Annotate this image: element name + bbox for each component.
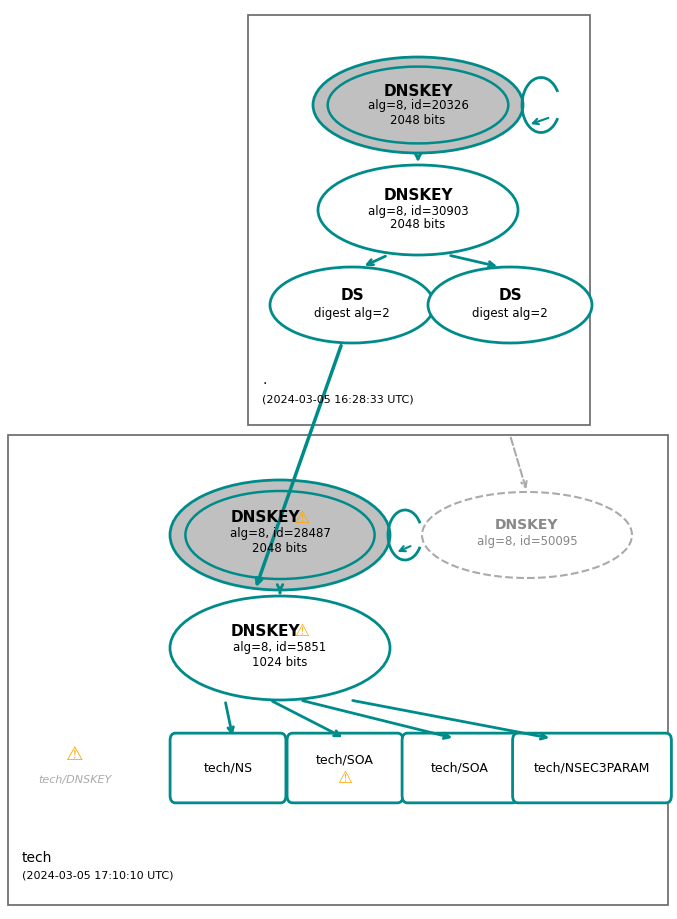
Ellipse shape: [422, 492, 632, 578]
Text: DNSKEY: DNSKEY: [230, 623, 300, 639]
Ellipse shape: [270, 267, 434, 343]
Text: alg=8, id=50095: alg=8, id=50095: [477, 536, 577, 549]
Text: 2048 bits: 2048 bits: [253, 542, 307, 555]
Text: ⚠: ⚠: [294, 509, 309, 527]
Ellipse shape: [170, 596, 390, 700]
FancyBboxPatch shape: [248, 15, 590, 425]
Text: (2024-03-05 16:28:33 UTC): (2024-03-05 16:28:33 UTC): [262, 395, 414, 405]
Text: tech/NS: tech/NS: [203, 762, 253, 775]
Text: DNSKEY: DNSKEY: [496, 518, 559, 532]
Text: 2048 bits: 2048 bits: [391, 219, 445, 232]
Text: tech/SOA: tech/SOA: [316, 754, 374, 766]
Text: tech: tech: [22, 851, 52, 865]
Text: tech/NSEC3PARAM: tech/NSEC3PARAM: [533, 762, 650, 775]
Text: ⚠: ⚠: [66, 745, 84, 765]
FancyBboxPatch shape: [170, 733, 286, 803]
FancyBboxPatch shape: [8, 435, 668, 905]
Ellipse shape: [170, 480, 390, 590]
Text: ⚠: ⚠: [294, 622, 309, 640]
FancyBboxPatch shape: [402, 733, 518, 803]
FancyBboxPatch shape: [512, 733, 672, 803]
Text: DS: DS: [498, 288, 522, 302]
Text: .: .: [262, 373, 266, 387]
Ellipse shape: [318, 165, 518, 255]
Ellipse shape: [428, 267, 592, 343]
Text: digest alg=2: digest alg=2: [472, 307, 548, 320]
Text: DNSKEY: DNSKEY: [230, 510, 300, 526]
Text: digest alg=2: digest alg=2: [314, 307, 390, 320]
Text: DNSKEY: DNSKEY: [383, 84, 453, 98]
Text: alg=8, id=5851: alg=8, id=5851: [234, 641, 326, 653]
Text: (2024-03-05 17:10:10 UTC): (2024-03-05 17:10:10 UTC): [22, 871, 173, 881]
Text: tech/SOA: tech/SOA: [431, 762, 489, 775]
Text: DS: DS: [340, 288, 364, 302]
Text: tech/DNSKEY: tech/DNSKEY: [39, 775, 112, 785]
Text: 2048 bits: 2048 bits: [391, 114, 445, 127]
Text: alg=8, id=28487: alg=8, id=28487: [230, 528, 330, 540]
Text: DNSKEY: DNSKEY: [383, 188, 453, 203]
Text: 1024 bits: 1024 bits: [253, 655, 307, 668]
Text: ⚠: ⚠: [338, 769, 353, 787]
FancyBboxPatch shape: [287, 733, 403, 803]
Text: alg=8, id=20326: alg=8, id=20326: [368, 99, 468, 112]
Text: alg=8, id=30903: alg=8, id=30903: [368, 205, 468, 218]
Ellipse shape: [313, 57, 523, 153]
